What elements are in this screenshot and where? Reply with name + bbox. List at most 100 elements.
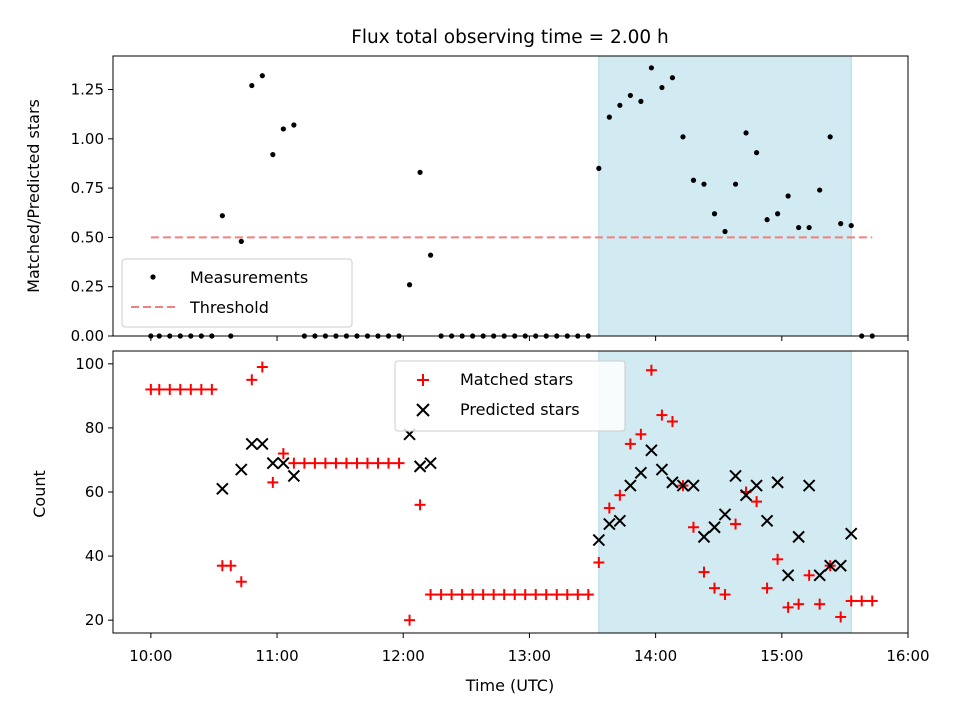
predicted-point <box>718 508 732 521</box>
legend-matched-label: Matched stars <box>460 370 573 389</box>
matched-point <box>164 383 176 395</box>
predicted-point <box>645 444 658 457</box>
predicted-point <box>750 479 763 492</box>
measurement-point <box>249 82 255 89</box>
top-y-tick-label: 1.00 <box>71 130 104 148</box>
measurement-point <box>711 211 718 217</box>
measurement-point <box>775 211 781 217</box>
measurement-point <box>848 222 854 229</box>
top-y-tick-label: 0.00 <box>71 327 104 345</box>
predicted-point <box>739 488 753 502</box>
predicted-point <box>655 463 669 476</box>
predicted-point <box>697 530 711 544</box>
measurement-point <box>669 75 676 81</box>
matched-point <box>845 595 857 607</box>
measurement-point <box>838 221 844 227</box>
measurement-point <box>406 282 413 288</box>
predicted-point <box>235 463 248 476</box>
matched-point <box>730 518 742 530</box>
matched-point <box>509 589 521 601</box>
matched-point <box>761 582 773 594</box>
matched-point <box>277 448 289 460</box>
matched-point <box>656 409 668 421</box>
legend-matched-marker <box>417 374 429 386</box>
matched-point <box>435 589 447 601</box>
bottom-x-axis: 10:00 11:00 12:00 13:00 14:00 15:00 16:00 <box>129 633 930 665</box>
bottom-y-axis: 20 40 60 80 100 <box>75 355 113 629</box>
matched-point <box>540 589 552 601</box>
legend-threshold-label: Threshold <box>189 298 269 317</box>
matched-point <box>593 557 605 568</box>
matched-point <box>635 428 647 440</box>
matched-point <box>206 383 218 395</box>
predicted-point <box>613 514 627 528</box>
matched-point <box>835 611 847 623</box>
measurement-point <box>764 217 770 223</box>
predicted-point <box>413 460 427 473</box>
matched-point <box>814 598 826 610</box>
measurement-point <box>743 130 749 136</box>
bottom-y-tick-label: 40 <box>85 547 104 565</box>
matched-point <box>319 457 331 469</box>
matched-point <box>582 589 594 601</box>
matched-point <box>153 383 165 395</box>
predicted-point <box>624 479 637 492</box>
matched-point <box>414 499 426 511</box>
legend-measurement-marker <box>150 274 156 280</box>
bottom-y-tick-label: 100 <box>75 355 104 373</box>
matched-point <box>446 589 458 601</box>
matched-point <box>256 361 268 373</box>
matched-point <box>174 383 186 395</box>
predicted-point <box>813 569 826 582</box>
predicted-point <box>216 482 229 496</box>
bottom-plot <box>145 350 878 634</box>
measurement-point <box>785 193 791 199</box>
matched-point <box>719 589 731 601</box>
matched-point <box>298 457 310 469</box>
predicted-point <box>592 533 606 547</box>
matched-point <box>404 614 416 626</box>
measurement-point <box>627 92 633 99</box>
matched-point <box>246 374 258 386</box>
matched-point <box>614 489 626 501</box>
top-gridless-plot <box>148 65 875 339</box>
legend-predicted-label: Predicted stars <box>460 400 580 419</box>
bottom-y-tick-label: 80 <box>85 419 104 437</box>
matched-point <box>393 457 405 469</box>
top-y-tick-label: 0.75 <box>71 179 104 197</box>
matched-point <box>751 496 763 508</box>
predicted-point <box>792 530 805 544</box>
matched-point <box>488 589 500 601</box>
matched-point <box>687 521 699 533</box>
matched-point <box>351 457 363 469</box>
matched-point <box>698 566 710 578</box>
measurement-point <box>270 151 276 158</box>
measurement-point <box>659 84 665 91</box>
top-y-tick-label: 1.25 <box>71 81 104 99</box>
matched-point <box>361 457 373 469</box>
measurement-point <box>596 165 602 171</box>
predicted-point <box>834 559 847 572</box>
matched-point <box>530 589 542 601</box>
matched-point <box>519 589 531 601</box>
top-y-axis: 0.00 0.25 0.50 0.75 1.00 1.25 <box>71 81 113 345</box>
matched-point <box>225 560 237 572</box>
matched-point <box>425 589 437 601</box>
matched-point <box>551 589 563 601</box>
top-y-axis-label: Matched/Predicted stars <box>24 99 43 293</box>
top-y-tick-label: 0.50 <box>71 228 104 246</box>
matched-point <box>856 595 868 607</box>
predicted-point <box>666 476 679 489</box>
matched-point <box>330 457 342 469</box>
measurement-point <box>827 134 833 140</box>
matched-point <box>866 595 878 607</box>
matched-point <box>288 457 300 469</box>
predicted-point <box>760 514 774 528</box>
top-legend: Measurements Threshold <box>121 258 353 328</box>
shaded-region-top <box>598 55 852 337</box>
predicted-point <box>845 527 858 540</box>
top-axes-frame <box>112 55 909 337</box>
bottom-legend-box <box>394 360 626 432</box>
measurement-point <box>291 122 297 128</box>
